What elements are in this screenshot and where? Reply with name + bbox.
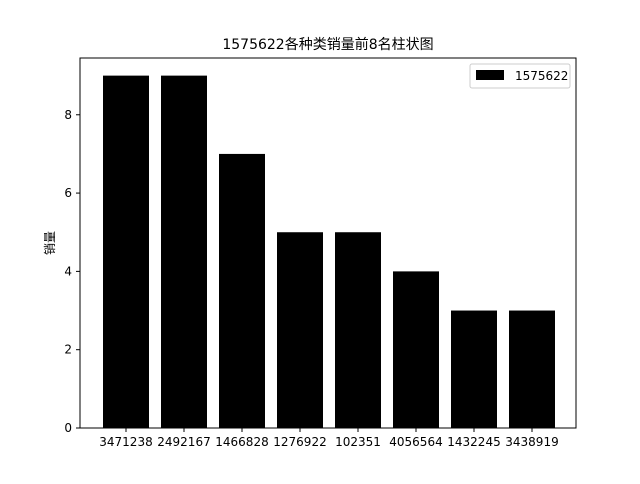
chart-title: 1575622各种类销量前8名柱状图 [222,36,433,53]
bar-1432245[interactable] [451,310,497,428]
y-tick-label: 0 [64,421,72,435]
x-tick-label: 2492167 [157,435,210,449]
x-tick-label: 1276922 [273,435,326,449]
x-axis: 3471238 2492167 1466828 1276922 102351 405656… [99,428,559,449]
x-tick-label: 102351 [335,435,381,449]
bar-3471238[interactable] [103,75,149,428]
x-tick-label: 3471238 [99,435,152,449]
bar-2492167[interactable] [161,75,207,428]
y-tick-label: 6 [64,186,72,200]
bar-4056564[interactable] [393,271,439,428]
x-tick-label: 1432245 [447,435,500,449]
legend-swatch [476,70,504,80]
y-axis: 0 2 4 6 8 [64,108,80,435]
x-tick-label: 3438919 [505,435,558,449]
y-tick-label: 4 [64,264,72,278]
bar-1466828[interactable] [219,153,265,429]
x-tick-label: 4056564 [389,435,442,449]
y-axis-label: 销量 [43,231,57,255]
bar-3438919[interactable] [509,310,555,428]
plot-frame [79,57,577,429]
y-tick-label: 2 [64,343,72,357]
bar-1276922[interactable] [277,232,323,428]
legend[interactable]: 1575622 [469,63,571,89]
x-tick-label: 1466828 [215,435,268,449]
y-tick-label: 8 [64,108,72,122]
legend-label: 1575622 [515,69,568,83]
bar-102351[interactable] [335,232,381,428]
bars-layer [103,75,555,429]
